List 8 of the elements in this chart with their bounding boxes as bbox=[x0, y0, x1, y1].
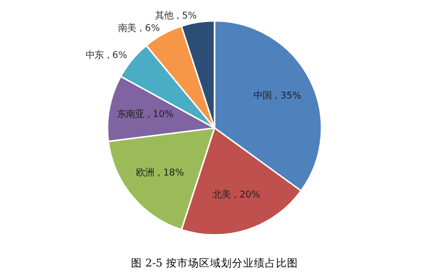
slice-label: 南美，6% bbox=[118, 22, 160, 34]
slice-label: 中东，6% bbox=[85, 50, 128, 62]
slice-label: 东南亚，10% bbox=[116, 109, 174, 120]
slice-label: 北美，20% bbox=[212, 190, 260, 201]
slice-label: 其他，5% bbox=[154, 10, 197, 22]
caption: 图 2-5 按市场区域划分业绩占比图 bbox=[131, 256, 298, 270]
slice-label: 欧洲，18% bbox=[136, 167, 184, 178]
slice-label: 中国，35% bbox=[254, 90, 302, 102]
